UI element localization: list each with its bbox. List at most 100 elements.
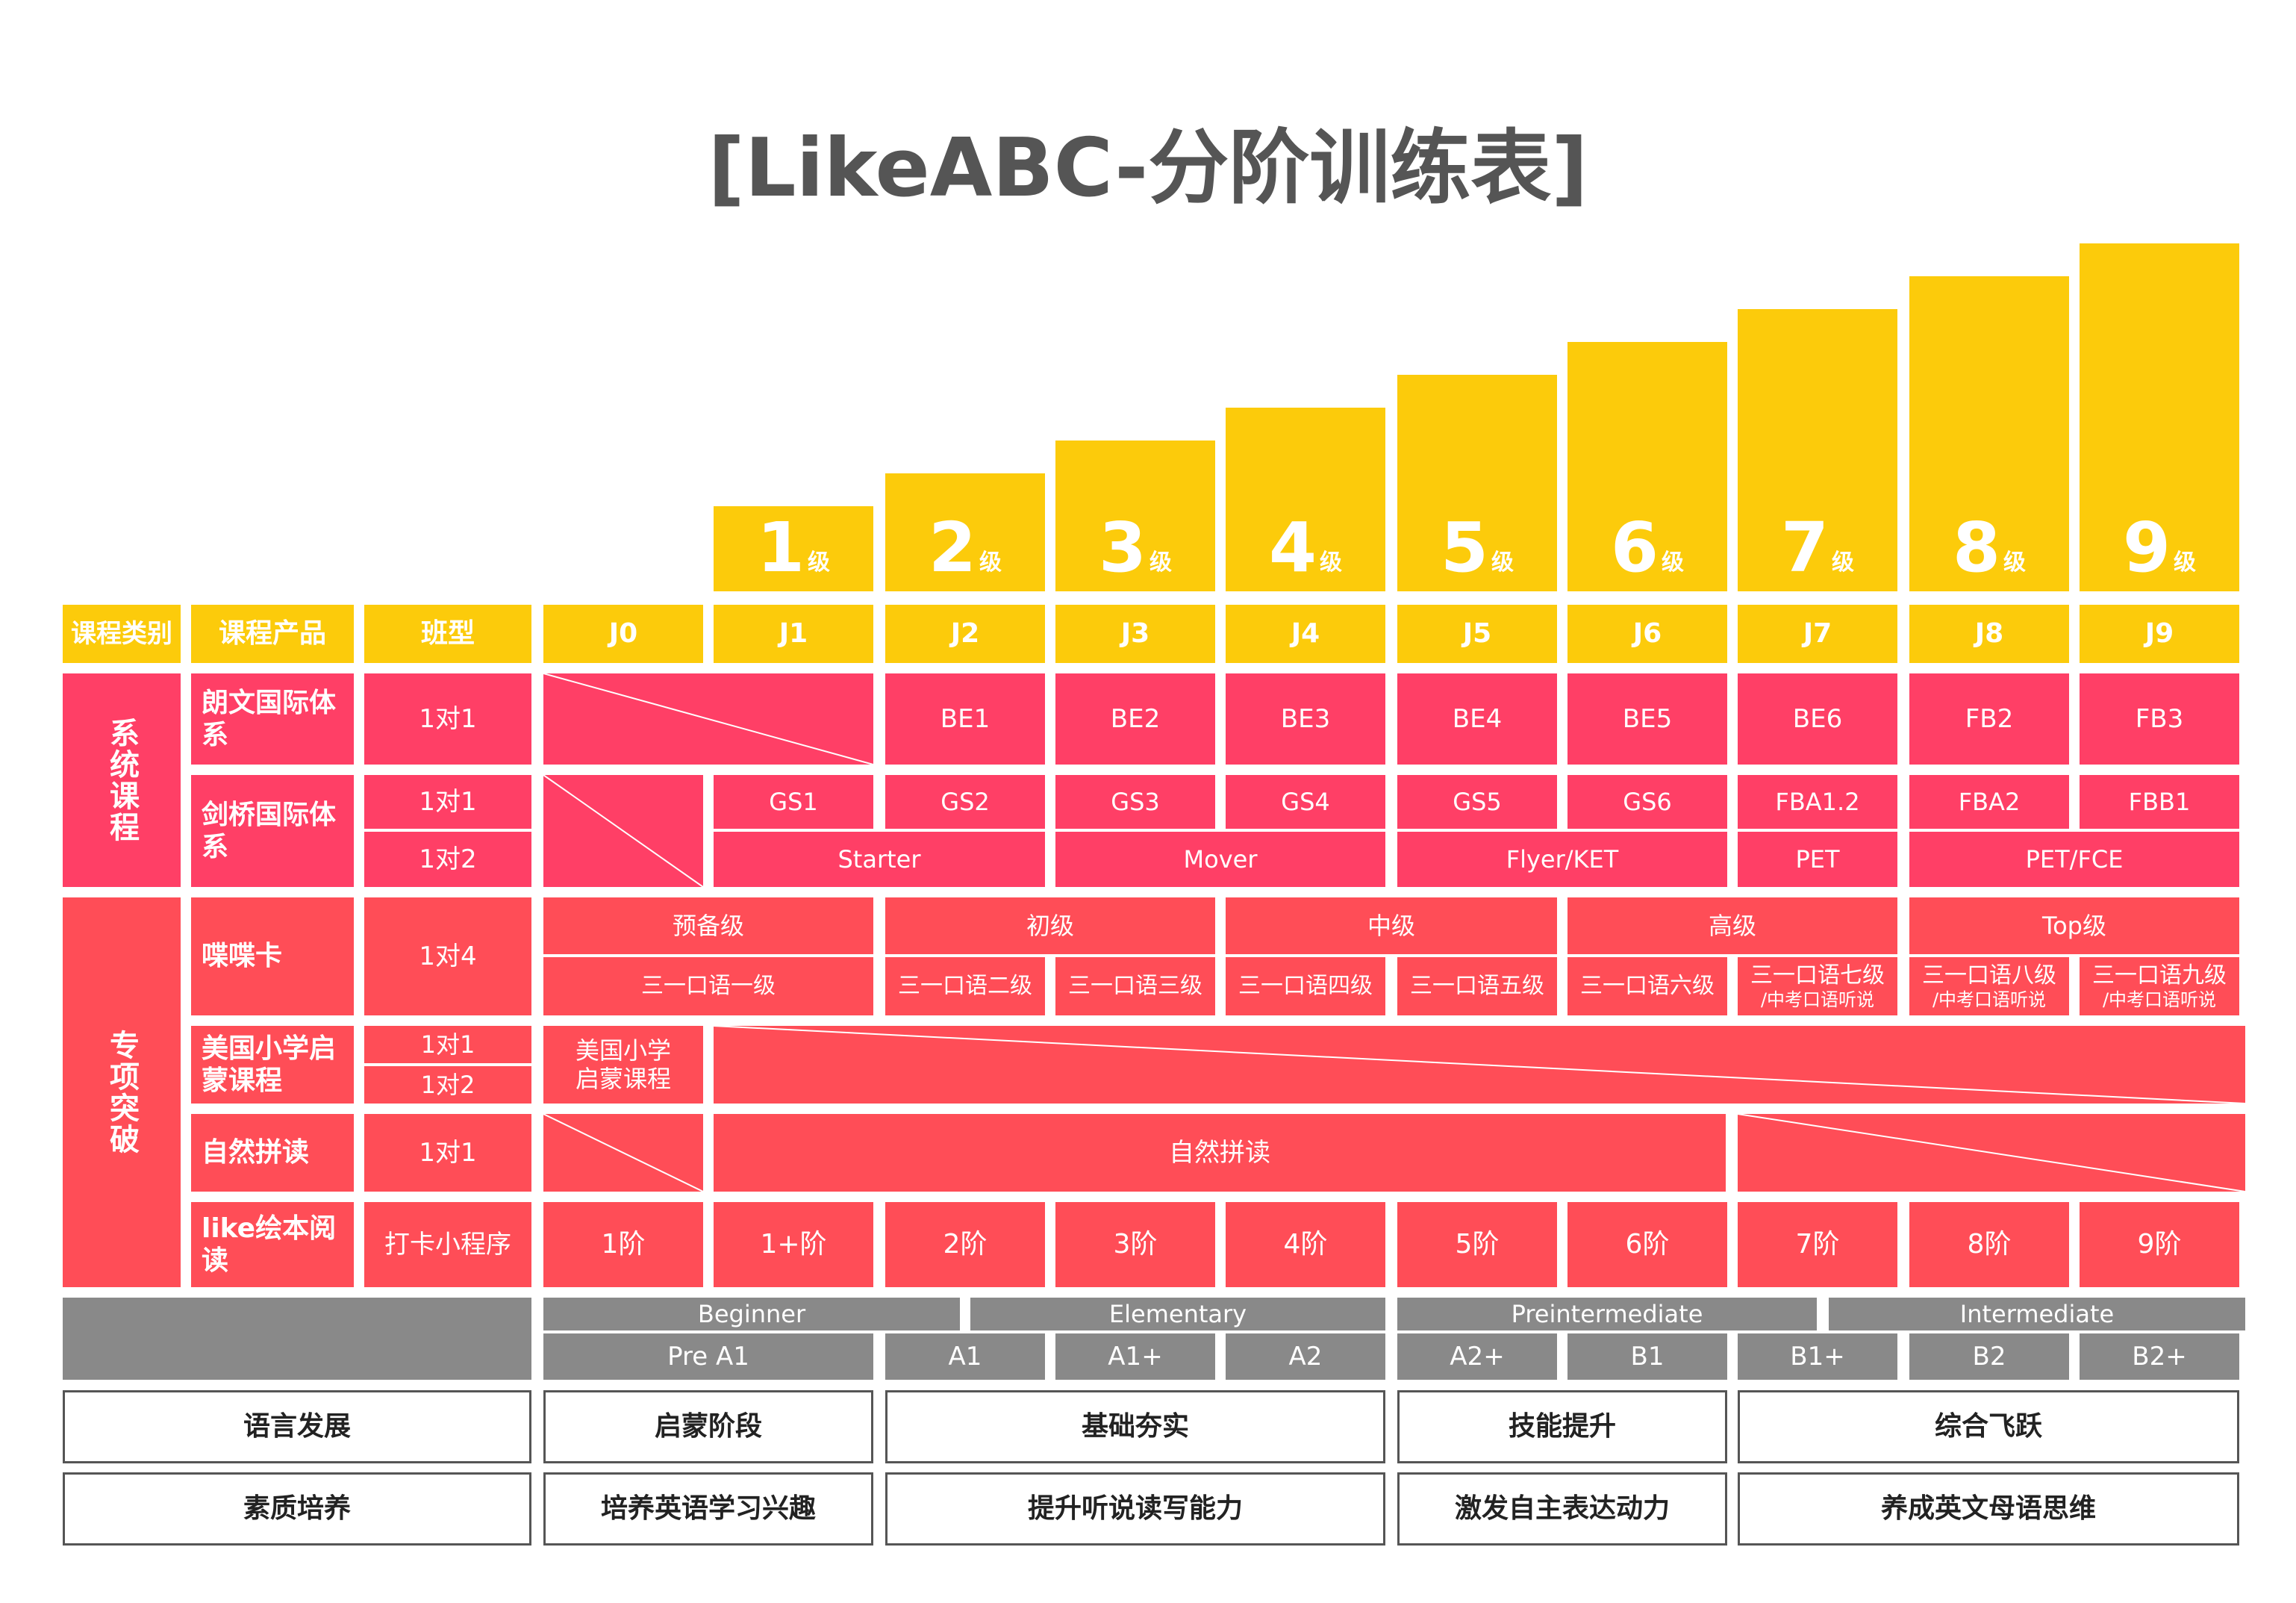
cambridge-product: 剑桥国际体系 [191,775,354,887]
cambridge-top-cell: GS2 [885,775,1045,829]
level-bar [885,473,1045,591]
header-product: 课程产品 [191,605,354,663]
level-suffix: 级 [2174,550,2196,576]
level-suffix: 级 [1491,550,1514,576]
level-bar [1226,408,1385,591]
diedie-bottom-cell: 三一口语九级/中考口语听说 [2080,957,2239,1015]
langwen-product: 朗文国际体系 [191,673,354,765]
language-dev-label: 语言发展 [63,1390,531,1463]
diedie-top-cell: 初级 [885,897,1215,954]
phonics-cell: 自然拼读 [714,1114,1726,1192]
cambridge-top-cell: FBB1 [2080,775,2239,829]
page-title: [LikeABC-分阶训练表] [708,122,1588,215]
picture-book-product: like绘本阅读 [191,1202,354,1287]
cefr-group: Elementary [970,1298,1385,1330]
cambridge-top-cell: GS3 [1055,775,1215,829]
us-primary-cell: 美国小学启蒙课程 [543,1026,703,1104]
langwen-class: 1对1 [364,673,531,765]
diedie-bottom-cell: 三一口语四级 [1226,957,1385,1015]
level-bar [1567,342,1727,591]
cambridge-top-cell: GS1 [714,775,873,829]
stage-header: J5 [1397,605,1557,663]
picture-book-cell: 6阶 [1567,1202,1727,1287]
picture-book-class: 打卡小程序 [364,1202,531,1287]
us-primary-product: 美国小学启蒙课程 [191,1026,354,1104]
diedie-level-main: 三一口语八级 [1922,962,2056,989]
cambridge-top-cell: GS6 [1567,775,1727,829]
picture-book-cell: 8阶 [1909,1202,2069,1287]
us-primary-class-1v1: 1对1 [364,1026,531,1063]
quality-stage: 提升听说读写能力 [885,1472,1385,1546]
language-dev-stage: 综合飞跃 [1738,1390,2239,1463]
level-number: 5 [1440,508,1488,588]
level-bar [2080,243,2239,591]
cefr-level: B1+ [1738,1333,1897,1380]
cefr-level: A2+ [1397,1333,1557,1380]
header-category: 课程类别 [63,605,181,663]
diagonal-line [1738,1114,2245,1192]
langwen-cell: BE6 [1738,673,1897,765]
level-bar [1909,276,2069,591]
picture-book-cell: 5阶 [1397,1202,1557,1287]
diedie-top-cell: 预备级 [543,897,873,954]
level-bar [1397,375,1557,591]
picture-book-cell: 2阶 [885,1202,1045,1287]
level-suffix: 级 [1149,550,1172,576]
picture-book-cell: 7阶 [1738,1202,1897,1287]
cambridge-top-cell: GS4 [1226,775,1385,829]
diedie-top-cell: 中级 [1226,897,1557,954]
diedie-top-cell: Top级 [1909,897,2239,954]
langwen-cell: BE4 [1397,673,1557,765]
diedie-bottom-cell: 三一口语六级 [1567,957,1727,1015]
cefr-level: B2+ [2080,1333,2239,1380]
picture-book-cell: 1+阶 [714,1202,873,1287]
level-number: 8 [1952,508,2000,588]
langwen-cell: BE5 [1567,673,1727,765]
cefr-level: A1 [885,1333,1045,1380]
phonics-empty-cell-left [543,1114,703,1192]
stage-header: J4 [1226,605,1385,663]
level-number: 6 [1610,508,1659,588]
system-courses-label: 系统课程 [63,673,181,887]
cambridge-empty-cell [543,775,703,887]
diedie-level-main: 三一口语七级 [1750,962,1885,989]
cefr-level: Pre A1 [543,1333,873,1380]
diedie-bottom-cell: 三一口语五级 [1397,957,1557,1015]
stage-header: J3 [1055,605,1215,663]
cefr-label-cell [63,1298,531,1380]
cefr-group: Intermediate [1829,1298,2245,1330]
picture-book-cell: 3阶 [1055,1202,1215,1287]
us-primary-empty-cell [714,1026,2245,1104]
diedie-level-main: 三一口语九级 [2092,962,2227,989]
quality-stage: 培养英语学习兴趣 [543,1472,873,1546]
picture-book-cell: 1阶 [543,1202,703,1287]
diagonal-line [714,1026,2245,1104]
diagonal-line [543,673,873,765]
diedie-bottom-cell: 三一口语二级 [885,957,1045,1015]
cambridge-bottom-cell: PET/FCE [1909,832,2239,887]
quality-label: 素质培养 [63,1472,531,1546]
stage-header: J1 [714,605,873,663]
cefr-level: B1 [1567,1333,1727,1380]
stage-header: J8 [1909,605,2069,663]
language-dev-stage: 基础夯实 [885,1390,1385,1463]
langwen-cell: BE1 [885,673,1045,765]
phonics-class: 1对1 [364,1114,531,1192]
language-dev-stage: 启蒙阶段 [543,1390,873,1463]
special-courses-label: 专项突破 [63,897,181,1287]
level-suffix: 级 [808,550,830,576]
diedie-level-sub: /中考口语听说 [1760,989,1875,1010]
quality-stage: 养成英文母语思维 [1738,1472,2239,1546]
cambridge-bottom-cell: Starter [714,832,1045,887]
stage-header: J6 [1567,605,1727,663]
diedie-bottom-cell: 三一口语七级/中考口语听说 [1738,957,1897,1015]
level-suffix: 级 [979,550,1002,576]
picture-book-cell: 4阶 [1226,1202,1385,1287]
